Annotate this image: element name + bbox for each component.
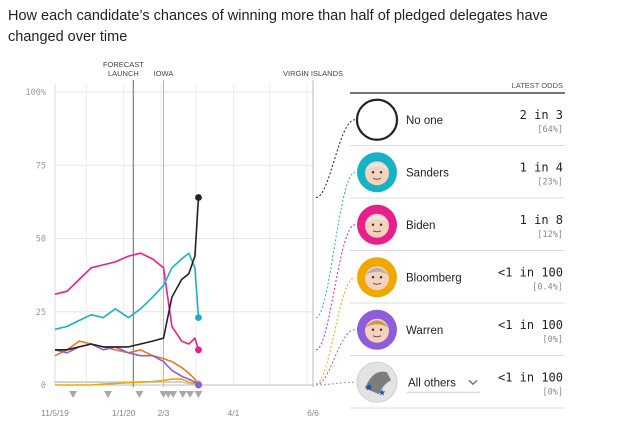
y-tick-label: 100% (26, 88, 46, 98)
connector-no-one (315, 119, 356, 198)
connector-sanders (315, 171, 356, 319)
event-marker-icon (135, 391, 144, 398)
mouth-icon (372, 335, 382, 338)
series-end-point (195, 346, 202, 354)
eye-icon (379, 328, 383, 331)
eye-icon (371, 328, 375, 331)
eye-icon (379, 223, 383, 226)
series-end-point (195, 381, 202, 389)
panel-row-all-others: ★ ★ All others <1 in 100 [0%] (350, 355, 565, 403)
star-icon: ★ (378, 387, 386, 397)
panel-row-sanders: Sanders 1 in 4 [23%] (350, 145, 565, 193)
grid (54, 84, 313, 386)
odds-percent: [64%] (537, 125, 563, 135)
eye-icon (371, 171, 375, 174)
event-label: IOWA (154, 69, 174, 78)
bloomberg-hair-icon (365, 267, 389, 276)
odds-percent: [23%] (537, 177, 563, 187)
odds-percent: [0%] (543, 335, 563, 345)
x-tick-label: 11/5/19 (41, 408, 69, 418)
event-marker-icon (194, 391, 203, 398)
connector-all-others (315, 381, 356, 386)
mouth-icon (372, 177, 382, 180)
odds-value: 1 in 8 (520, 213, 563, 227)
warren-hair-icon (365, 320, 389, 328)
y-tick-label: 75 (36, 161, 46, 171)
candidate-name: Sanders (406, 167, 449, 179)
panel-header: LATEST ODDS (512, 81, 563, 90)
odds-value: <1 in 100 (498, 318, 563, 332)
series-line-sanders (54, 252, 200, 331)
x-tick-label: 1/1/20 (112, 408, 136, 418)
series-end-point (195, 314, 202, 322)
odds-percent: [0.4%] (532, 282, 563, 292)
panel-row-biden: Biden 1 in 8 [12%] (350, 197, 565, 245)
event-marker-icon (104, 391, 113, 398)
y-tick-label: 0 (41, 381, 46, 391)
y-axis: 100% 75 50 25 0 (26, 88, 46, 391)
series-line-biden (54, 252, 200, 351)
x-tick-label: 4/1 (228, 408, 240, 418)
candidate-name: Bloomberg (406, 272, 462, 284)
connector-biden (315, 224, 356, 351)
sanders-hair-icon (365, 162, 389, 171)
candidate-name: All others (408, 377, 456, 389)
odds-percent: [0%] (543, 387, 563, 397)
eye-icon (371, 276, 375, 279)
series-end-point (195, 194, 202, 201)
event-marker-icon (186, 391, 195, 398)
panel-row-no-one: No one 2 in 3 [64%] (355, 98, 563, 141)
series-line-other (54, 340, 200, 386)
x-tick-label: 6/6 (307, 408, 319, 418)
series-line-no-one (55, 197, 200, 351)
donkey-shape-icon (365, 371, 391, 395)
candidate-name: Biden (406, 220, 435, 232)
series-lines (54, 194, 202, 389)
biden-hair-icon (365, 215, 389, 223)
series-line-bloomberg (55, 378, 199, 386)
eye-icon (371, 223, 375, 226)
no-one-avatar-icon (355, 98, 399, 141)
panel-row-bloomberg: Bloomberg <1 in 100 [0.4%] (350, 250, 565, 298)
mouth-icon (372, 282, 382, 285)
mouth-icon (372, 230, 382, 233)
eye-icon (379, 171, 383, 174)
connector-warren (315, 329, 356, 386)
odds-percent: [12%] (537, 230, 563, 240)
odds-value: <1 in 100 (498, 265, 563, 279)
odds-value: <1 in 100 (498, 370, 563, 384)
event-label: FORECAST (103, 60, 144, 69)
latest-odds-panel: LATEST ODDS No one 2 in 3 [64%] Sanders 1 in … (350, 81, 565, 409)
y-tick-label: 25 (36, 308, 46, 318)
panel-row-warren: Warren <1 in 100 [0%] (350, 302, 565, 350)
odds-value: 2 in 3 (520, 108, 563, 122)
connector-lines (315, 119, 356, 386)
event-marker-icon (178, 391, 187, 398)
event-marker-icon (169, 391, 178, 398)
event-label: VIRGIN ISLANDS (283, 69, 343, 78)
x-axis: 11/5/19 1/1/20 2/3 4/1 6/6 (41, 391, 319, 418)
candidate-name: No one (406, 115, 443, 127)
candidate-name: Warren (406, 325, 443, 337)
event-marker-icon (69, 391, 78, 398)
star-icon: ★ (365, 382, 374, 393)
connector-bloomberg (315, 276, 356, 385)
x-tick-label: 2/3 (158, 408, 170, 418)
y-tick-label: 50 (36, 235, 46, 245)
event-label: LAUNCH (108, 69, 139, 78)
all-others-dropdown[interactable]: All others (407, 377, 480, 393)
chevron-down-icon (468, 379, 478, 386)
chart-title: How each candidate’s chances of winning … (8, 8, 548, 45)
eye-icon (379, 276, 383, 279)
odds-value: 1 in 4 (520, 160, 563, 174)
